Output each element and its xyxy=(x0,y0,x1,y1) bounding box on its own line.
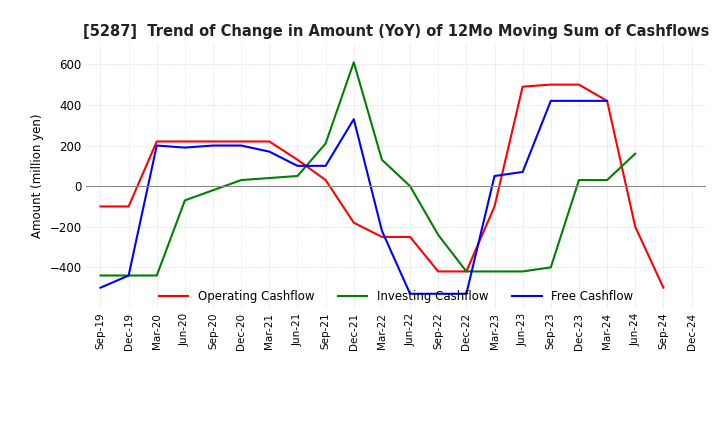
Free Cashflow xyxy=(209,143,217,148)
Operating Cashflow xyxy=(125,204,133,209)
Operating Cashflow xyxy=(265,139,274,144)
Investing Cashflow xyxy=(631,151,639,156)
Investing Cashflow xyxy=(125,273,133,278)
Operating Cashflow xyxy=(209,139,217,144)
Investing Cashflow xyxy=(603,177,611,183)
Operating Cashflow xyxy=(603,98,611,103)
Investing Cashflow xyxy=(518,269,527,274)
Free Cashflow xyxy=(518,169,527,175)
Free Cashflow xyxy=(349,117,358,122)
Free Cashflow xyxy=(406,291,415,297)
Investing Cashflow xyxy=(546,265,555,270)
Free Cashflow xyxy=(125,273,133,278)
Operating Cashflow xyxy=(490,204,499,209)
Line: Operating Cashflow: Operating Cashflow xyxy=(101,84,663,288)
Operating Cashflow xyxy=(377,234,386,239)
Investing Cashflow xyxy=(406,183,415,189)
Operating Cashflow xyxy=(462,269,471,274)
Free Cashflow xyxy=(603,98,611,103)
Investing Cashflow xyxy=(181,198,189,203)
Investing Cashflow xyxy=(575,177,583,183)
Operating Cashflow xyxy=(631,224,639,229)
Operating Cashflow xyxy=(181,139,189,144)
Investing Cashflow xyxy=(153,273,161,278)
Free Cashflow xyxy=(181,145,189,150)
Investing Cashflow xyxy=(237,177,246,183)
Investing Cashflow xyxy=(96,273,105,278)
Operating Cashflow xyxy=(546,82,555,87)
Investing Cashflow xyxy=(293,173,302,179)
Operating Cashflow xyxy=(153,139,161,144)
Investing Cashflow xyxy=(377,157,386,162)
Y-axis label: Amount (million yen): Amount (million yen) xyxy=(31,114,44,238)
Investing Cashflow xyxy=(462,269,471,274)
Free Cashflow xyxy=(237,143,246,148)
Free Cashflow xyxy=(377,228,386,234)
Operating Cashflow xyxy=(237,139,246,144)
Operating Cashflow xyxy=(96,204,105,209)
Operating Cashflow xyxy=(406,234,415,239)
Line: Investing Cashflow: Investing Cashflow xyxy=(101,62,635,275)
Free Cashflow xyxy=(462,291,471,297)
Operating Cashflow xyxy=(434,269,443,274)
Free Cashflow xyxy=(265,149,274,154)
Operating Cashflow xyxy=(518,84,527,89)
Investing Cashflow xyxy=(321,141,330,146)
Investing Cashflow xyxy=(349,60,358,65)
Operating Cashflow xyxy=(659,285,667,290)
Free Cashflow xyxy=(434,291,443,297)
Free Cashflow xyxy=(546,98,555,103)
Operating Cashflow xyxy=(575,82,583,87)
Legend: Operating Cashflow, Investing Cashflow, Free Cashflow: Operating Cashflow, Investing Cashflow, … xyxy=(154,285,638,308)
Operating Cashflow xyxy=(349,220,358,225)
Title: [5287]  Trend of Change in Amount (YoY) of 12Mo Moving Sum of Cashflows: [5287] Trend of Change in Amount (YoY) o… xyxy=(83,24,709,39)
Operating Cashflow xyxy=(321,177,330,183)
Line: Free Cashflow: Free Cashflow xyxy=(101,101,607,294)
Investing Cashflow xyxy=(265,176,274,181)
Free Cashflow xyxy=(153,143,161,148)
Operating Cashflow xyxy=(293,157,302,162)
Investing Cashflow xyxy=(434,232,443,238)
Free Cashflow xyxy=(575,98,583,103)
Free Cashflow xyxy=(490,173,499,179)
Free Cashflow xyxy=(96,285,105,290)
Investing Cashflow xyxy=(490,269,499,274)
Free Cashflow xyxy=(293,163,302,169)
Free Cashflow xyxy=(321,163,330,169)
Investing Cashflow xyxy=(209,187,217,193)
